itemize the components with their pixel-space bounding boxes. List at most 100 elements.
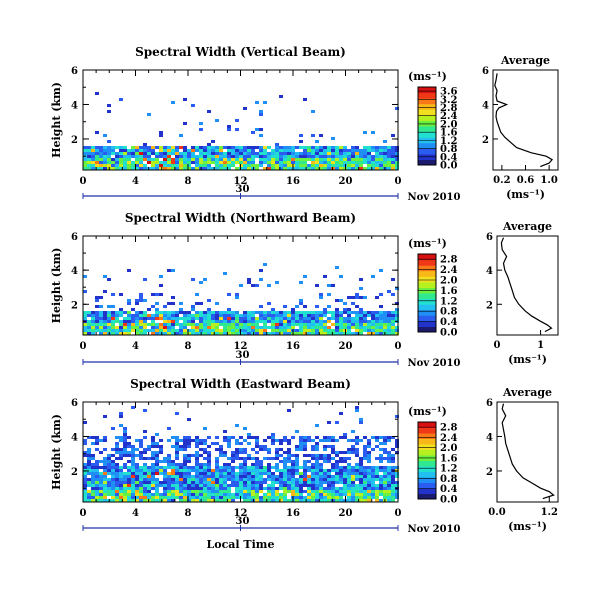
heatmap-cell — [319, 311, 323, 314]
heatmap-cell — [255, 167, 259, 170]
heatmap-cell — [283, 460, 287, 463]
heatmap-cell — [179, 302, 183, 305]
colorbar-tick-label: 2.4 — [440, 111, 457, 122]
y-tick-label: 4 — [71, 432, 78, 443]
heatmap-cell — [227, 125, 231, 128]
date-label: Nov 2010 — [408, 524, 461, 535]
heatmap-cell — [371, 496, 375, 499]
heatmap-cell — [259, 311, 263, 314]
heatmap-cell — [103, 478, 107, 481]
heatmap-cell — [239, 155, 243, 158]
heatmap-cell — [119, 164, 123, 167]
heatmap-cell — [287, 332, 291, 335]
heatmap-cell — [271, 499, 275, 502]
heatmap-cell — [147, 317, 151, 320]
heatmap-cell — [231, 329, 235, 332]
heatmap-cell — [259, 484, 263, 487]
heatmap-cell — [179, 167, 183, 170]
heatmap-cell — [83, 167, 87, 170]
heatmap-cell — [295, 164, 299, 167]
heatmap-cell — [91, 317, 95, 320]
heatmap-cell — [263, 329, 267, 332]
heatmap-cell — [303, 305, 307, 308]
heatmap-cell — [123, 490, 127, 493]
heatmap-cell — [119, 475, 123, 478]
heatmap-cell — [367, 454, 371, 457]
heatmap-cell — [207, 320, 211, 323]
heatmap-cell — [323, 445, 327, 448]
heatmap-cell — [215, 481, 219, 484]
average-y-tick-label: 4 — [486, 266, 493, 277]
heatmap-cell — [183, 472, 187, 475]
heatmap-cell — [151, 457, 155, 460]
heatmap-cell — [355, 152, 359, 155]
heatmap-cell — [143, 469, 147, 472]
heatmap-cell — [171, 481, 175, 484]
heatmap-cell — [367, 329, 371, 332]
heatmap-cell — [103, 134, 107, 137]
heatmap-cell — [323, 481, 327, 484]
heatmap-cell — [151, 329, 155, 332]
heatmap-cell — [251, 496, 255, 499]
heatmap-cell — [267, 317, 271, 320]
heatmap-cell — [331, 317, 335, 320]
heatmap-cell — [311, 311, 315, 314]
heatmap-cell — [207, 487, 211, 490]
heatmap-cell — [135, 164, 139, 167]
heatmap-cell — [359, 499, 363, 502]
heatmap-cell — [187, 167, 191, 170]
heatmap-cell — [275, 490, 279, 493]
heatmap-cell — [207, 460, 211, 463]
heatmap-cell — [111, 481, 115, 484]
heatmap-cell — [371, 493, 375, 496]
heatmap-cell — [159, 161, 163, 164]
heatmap-cell — [327, 293, 331, 296]
average-x-tick-label: 1.0 — [540, 175, 557, 186]
colorbar-segment — [418, 427, 436, 434]
heatmap-cell — [247, 490, 251, 493]
heatmap-cell — [371, 131, 375, 134]
heatmap-cell — [379, 164, 383, 167]
heatmap-cell — [307, 475, 311, 478]
heatmap-cell — [359, 466, 363, 469]
heatmap-cell — [315, 329, 319, 332]
heatmap-cell — [127, 329, 131, 332]
heatmap-cell — [91, 149, 95, 152]
heatmap-cell — [175, 454, 179, 457]
heatmap-cell — [283, 457, 287, 460]
heatmap-cell — [279, 167, 283, 170]
heatmap-cell — [175, 439, 179, 442]
heatmap-cell — [343, 490, 347, 493]
heatmap-cell — [271, 487, 275, 490]
heatmap-cell — [115, 314, 119, 317]
heatmap-cell — [311, 484, 315, 487]
heatmap-cell — [215, 323, 219, 326]
heatmap-cell — [119, 320, 123, 323]
heatmap-cell — [183, 149, 187, 152]
heatmap-cell — [127, 326, 131, 329]
heatmap-cell — [259, 134, 263, 137]
colorbar-tick-label: 0.0 — [440, 495, 457, 506]
heatmap-cell — [87, 499, 91, 502]
heatmap-cell — [287, 499, 291, 502]
heatmap-cell — [367, 445, 371, 448]
heatmap-cell — [127, 472, 131, 475]
heatmap-cell — [395, 161, 399, 164]
heatmap-cell — [111, 329, 115, 332]
heatmap-cell — [195, 487, 199, 490]
heatmap-cell — [283, 472, 287, 475]
heatmap-cell — [311, 490, 315, 493]
x-tick-label: 20 — [339, 341, 353, 352]
heatmap-cell — [371, 275, 375, 278]
heatmap-cell — [323, 149, 327, 152]
heatmap-cell — [355, 442, 359, 445]
heatmap-cell — [251, 317, 255, 320]
heatmap-cell — [207, 463, 211, 466]
heatmap-cell — [359, 296, 363, 299]
heatmap-cell — [375, 332, 379, 335]
heatmap-cell — [371, 314, 375, 317]
heatmap-cell — [291, 146, 295, 149]
heatmap-cell — [351, 493, 355, 496]
heatmap-cell — [107, 472, 111, 475]
heatmap-cell — [231, 164, 235, 167]
